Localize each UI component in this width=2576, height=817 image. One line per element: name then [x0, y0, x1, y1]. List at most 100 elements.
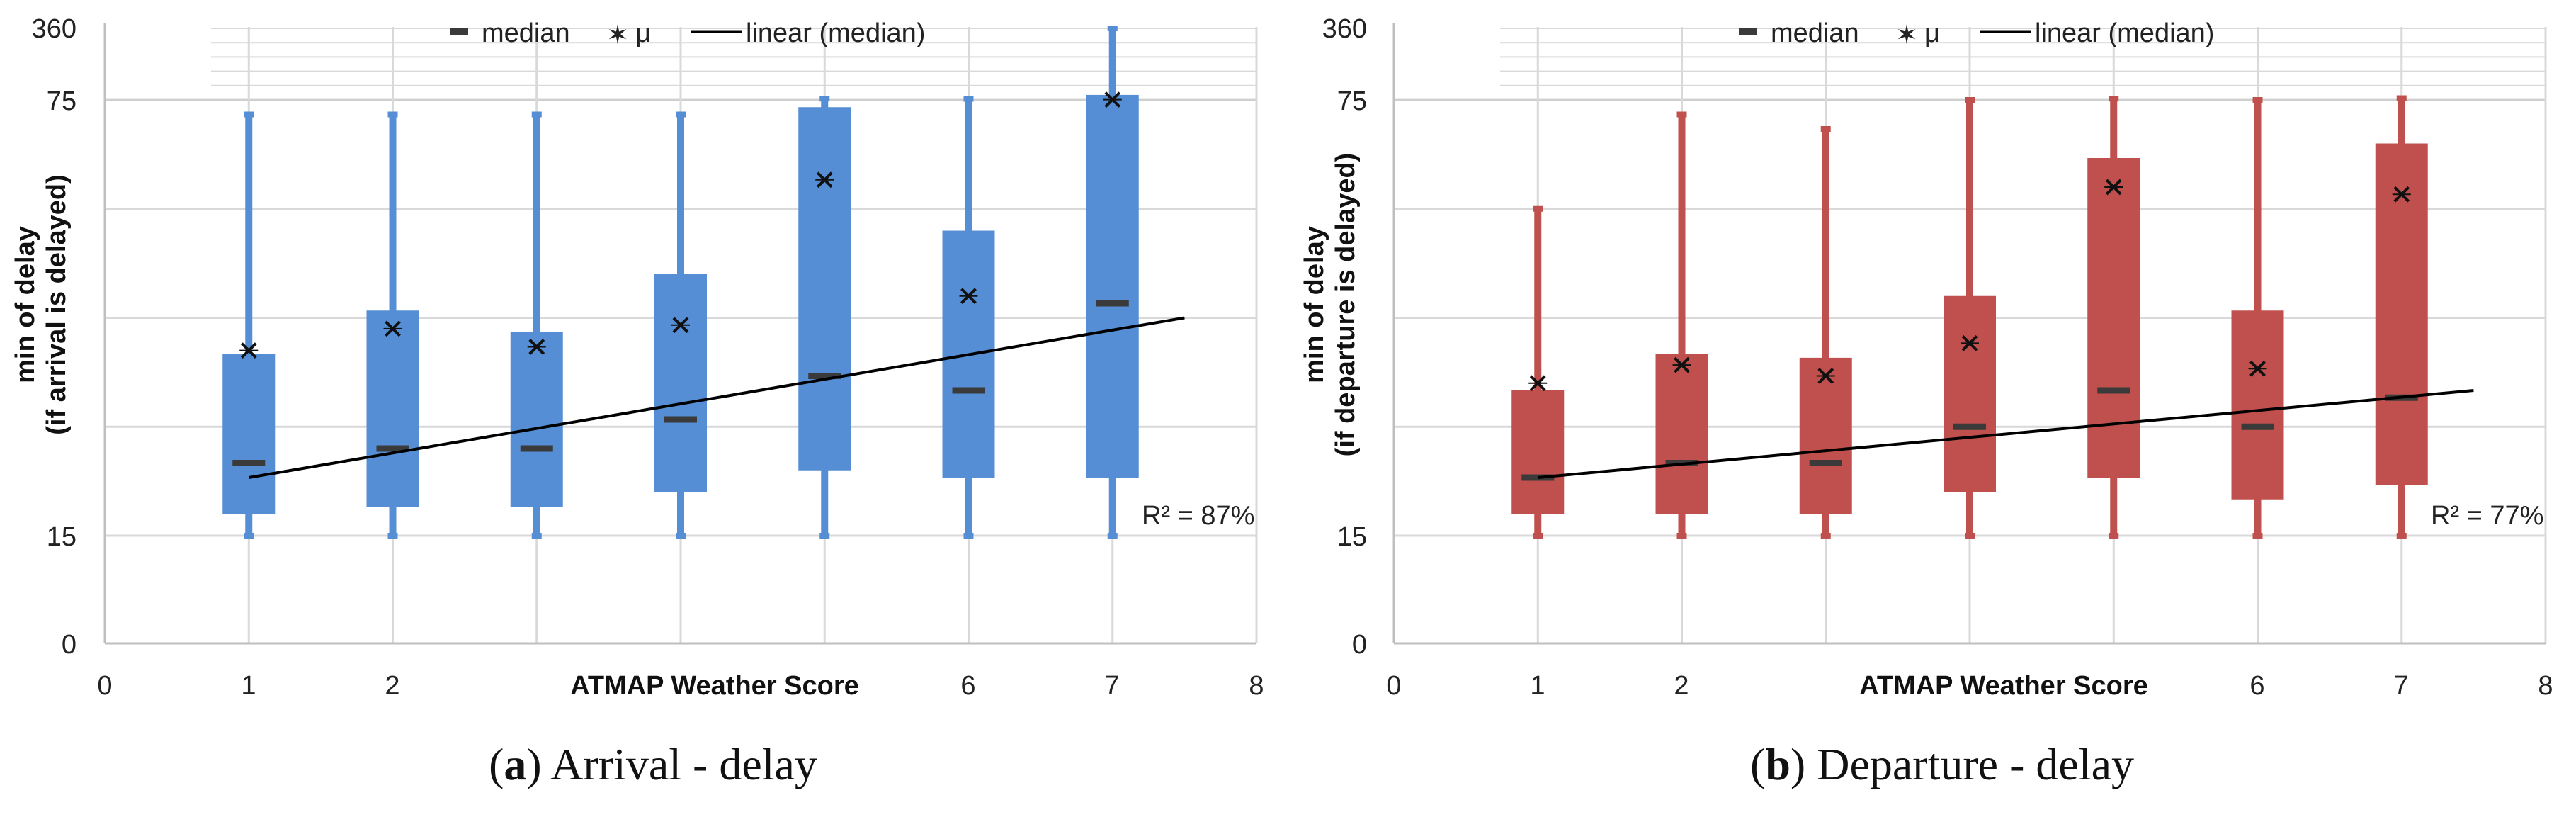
median-marker	[2097, 387, 2130, 394]
whisker-cap-high	[2396, 95, 2407, 101]
caption: (b) Departure - delay	[1750, 739, 2134, 789]
legend-mean-label: μ	[635, 18, 651, 48]
x-tick-label-7: 7	[1104, 671, 1119, 701]
whisker-cap-high	[1107, 26, 1118, 31]
y-axis-title-line1: min of delay	[1300, 226, 1329, 383]
whisker-cap-high	[819, 96, 830, 102]
mean-marker	[239, 342, 259, 359]
whisker-cap-low	[963, 533, 974, 539]
median-marker	[2241, 423, 2274, 430]
box-score-4	[654, 111, 707, 539]
iqr-box	[366, 310, 419, 507]
median-marker	[1096, 300, 1129, 307]
box-score-5	[798, 96, 851, 539]
legend-median-label: median	[1771, 18, 1859, 48]
whisker-cap-high	[244, 111, 254, 118]
box-score-7	[1086, 26, 1139, 539]
median-marker	[808, 373, 841, 379]
box-score-1	[222, 111, 276, 539]
y-axis-title-line2: (if departure is delayed)	[1331, 153, 1361, 457]
r-squared-label: R² = 77%	[2431, 501, 2543, 531]
x-tick-label-6: 6	[2249, 671, 2264, 701]
legend-trend-label: linear (median)	[2035, 18, 2214, 48]
legend-median-label: median	[482, 18, 570, 48]
whisker-cap-low	[1107, 533, 1118, 539]
x-tick-label-2: 2	[385, 671, 399, 701]
whisker-cap-high	[963, 96, 974, 102]
whisker-cap-low	[531, 533, 542, 539]
iqr-box	[1511, 390, 1565, 514]
median-marker	[232, 460, 266, 466]
y-tick-label-75: 75	[1337, 86, 1367, 116]
legend-median-swatch	[1739, 28, 1757, 35]
legend: median ✶ μ linear (median)	[1739, 18, 2214, 50]
y-tick-label-360: 360	[32, 14, 76, 44]
legend-mean-marker: ✶	[606, 21, 629, 50]
x-tick-label-7: 7	[2393, 671, 2408, 701]
x-tick-label-1: 1	[1530, 671, 1545, 701]
mean-marker	[671, 317, 690, 334]
iqr-box	[798, 107, 851, 471]
mean-marker	[959, 288, 978, 305]
x-tick-label-8: 8	[2538, 671, 2553, 701]
mean-marker	[1672, 356, 1691, 373]
mean-marker	[2248, 360, 2267, 377]
whisker-cap-low	[2396, 533, 2407, 539]
whisker-cap-low	[1676, 533, 1687, 539]
box-layer	[222, 26, 1185, 539]
legend-mean-label: μ	[1924, 18, 1940, 48]
whisker-cap-low	[1533, 533, 1543, 539]
whisker-cap-low	[1820, 533, 1831, 539]
mean-marker	[527, 339, 546, 355]
whisker-cap-low	[244, 533, 254, 539]
y-tick-label-0: 0	[1352, 630, 1367, 660]
whisker-cap-high	[676, 111, 686, 118]
y-axis-title-line2: (if arrival is delayed)	[42, 174, 72, 435]
y-axis-title-line1: min of delay	[11, 226, 40, 383]
whisker-cap-low	[387, 533, 398, 539]
y-tick-label-15: 15	[47, 522, 76, 552]
box-score-5	[2087, 96, 2140, 539]
mean-marker	[2392, 186, 2411, 203]
legend-trend-label: linear (median)	[746, 18, 925, 48]
trend-line	[1538, 389, 2474, 479]
x-tick-label-2: 2	[1674, 671, 1689, 701]
y-tick-label-0: 0	[62, 630, 76, 660]
box-score-6	[942, 96, 995, 539]
whisker-cap-low	[676, 533, 686, 539]
y-tick-label-360: 360	[1322, 14, 1367, 44]
iqr-box	[1799, 357, 1852, 514]
x-tick-label-6: 6	[960, 671, 975, 701]
x-axis-title: ATMAP Weather Score	[1859, 671, 2148, 701]
legend: median ✶ μ linear (median)	[450, 18, 925, 50]
box-score-7	[2375, 95, 2428, 539]
iqr-box	[654, 274, 707, 492]
whisker-cap-high	[2109, 96, 2119, 102]
iqr-box	[510, 332, 563, 507]
x-tick-label-0: 0	[1386, 671, 1401, 701]
median-marker	[952, 387, 985, 394]
mean-marker	[1103, 91, 1122, 108]
x-tick-labels: 0 1 2 6 7 8	[1386, 671, 2553, 701]
median-marker	[376, 445, 409, 452]
caption: (a) Arrival - delay	[489, 739, 817, 789]
iqr-box	[2375, 143, 2428, 485]
x-tick-labels: 0 1 2 6 7 8	[97, 671, 1264, 701]
mean-marker	[1528, 375, 1548, 392]
mean-marker	[383, 320, 402, 337]
whisker-cap-high	[1676, 111, 1687, 118]
iqr-box	[222, 354, 276, 514]
whisker-cap-low	[819, 533, 830, 539]
whisker-cap-high	[1965, 97, 1975, 103]
y-tick-label-75: 75	[47, 86, 76, 116]
panel-departure-delay: 0 15 75 360 0 1 2 6 7 8 ATMAP Weather Sc…	[1300, 14, 2553, 789]
box-score-3	[510, 111, 563, 539]
whisker-cap-high	[531, 111, 542, 118]
x-axis-title: ATMAP Weather Score	[570, 671, 859, 701]
iqr-box	[1944, 295, 1996, 492]
mean-marker	[815, 171, 834, 188]
mean-marker	[1816, 368, 1835, 384]
x-tick-label-0: 0	[97, 671, 112, 701]
iqr-box	[2087, 158, 2140, 478]
